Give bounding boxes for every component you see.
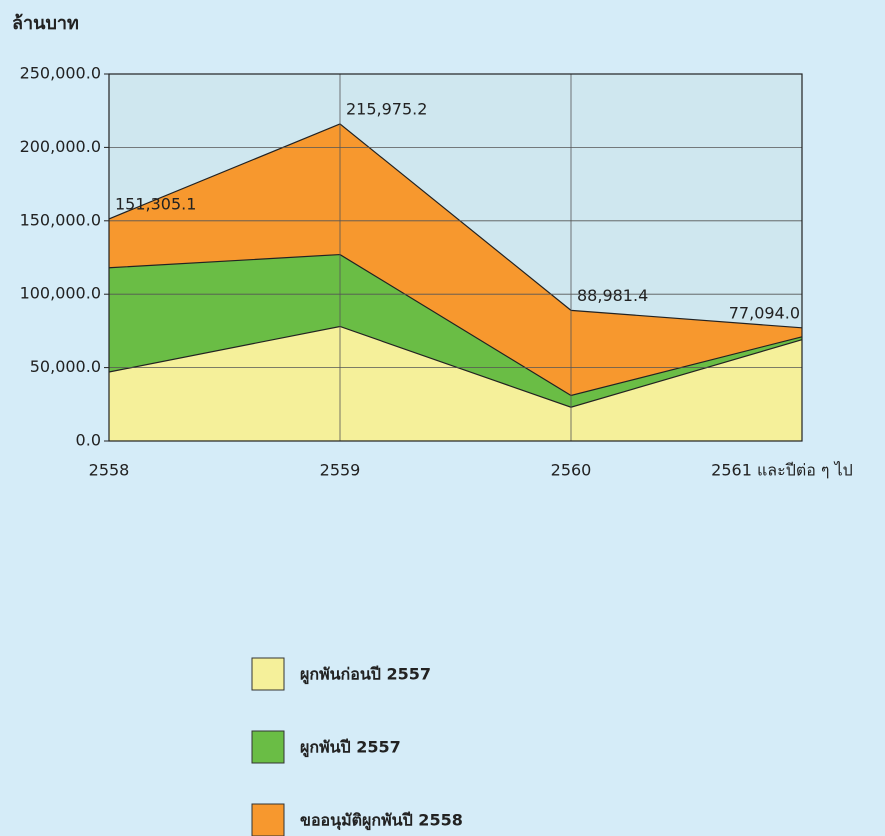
plot-frame (108, 73, 803, 442)
value-label: 77,094.0 (729, 303, 800, 322)
area (109, 254, 802, 408)
x-tick-label: 2561 และปีต่อ ๆ ไป (711, 461, 853, 480)
legend-swatch (251, 803, 285, 836)
value-label: 88,981.4 (577, 286, 648, 305)
area-edge (108, 325, 803, 408)
legend-label: ขออนุมัติผูกพันปี 2558 (300, 811, 463, 832)
legend-label: ผูกพันก่อนปี 2557 (300, 665, 431, 686)
y-tick-label: 100,000.0 (20, 284, 101, 303)
y-tick-label: 200,000.0 (20, 137, 101, 156)
x-tick-label: 2558 (89, 461, 130, 480)
area (109, 326, 802, 441)
legend-swatch (251, 730, 285, 764)
y-tick-label: 150,000.0 (20, 210, 101, 229)
areas (109, 123, 802, 441)
area (109, 123, 802, 396)
y-tick-label: 50,000.0 (30, 357, 101, 376)
value-label: 151,305.1 (115, 194, 196, 213)
area-edge (108, 123, 803, 329)
x-tick-label: 2559 (320, 461, 361, 480)
x-tick-label: 2560 (551, 461, 592, 480)
legend-label: ผูกพันปี 2557 (300, 738, 401, 759)
axis-label: ล้านบาท (12, 13, 79, 34)
area-edge (108, 253, 803, 397)
value-label: 215,975.2 (346, 99, 427, 118)
y-tick-label: 250,000.0 (20, 64, 101, 83)
legend-swatch (251, 657, 285, 691)
y-tick-label: 0.0 (76, 431, 101, 450)
